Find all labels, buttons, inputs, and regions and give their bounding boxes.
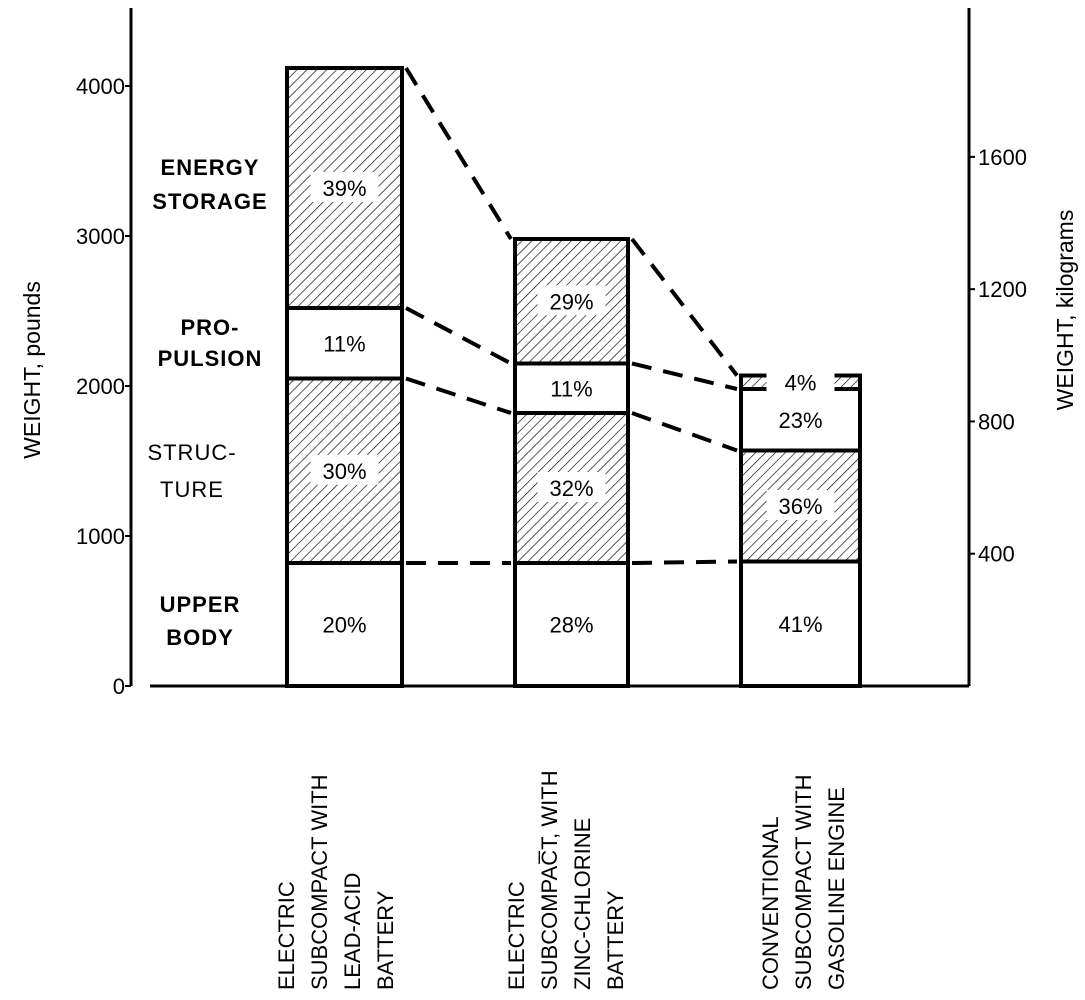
component-label-structure: STRUC- <box>147 440 236 465</box>
connector-line-energy_storage <box>404 66 513 241</box>
category-label: LEAD-ACID <box>340 873 365 990</box>
label-backing <box>537 472 606 502</box>
component-label-propulsion: PRO- <box>181 315 240 340</box>
right-tick-label: 1200 <box>978 277 1027 302</box>
left-tick-label: 4000 <box>76 74 125 99</box>
component-label-upper_body: UPPER <box>160 592 241 617</box>
component-label-propulsion: PULSION <box>158 346 263 371</box>
connector-line-propulsion <box>631 361 738 391</box>
label-backing <box>537 285 606 316</box>
segment-percent-label: 32% <box>549 476 593 501</box>
category-label: ZINC-CHLORINE <box>570 818 595 990</box>
left-tick-label: 3000 <box>76 224 125 249</box>
component-label-structure: TURE <box>160 477 224 502</box>
right-tick-label: 400 <box>978 542 1015 567</box>
segment-percent-label: 29% <box>549 289 593 314</box>
category-label: ELECTRIC <box>274 881 299 990</box>
connector-line-structure <box>405 376 512 415</box>
label-backing <box>766 366 835 397</box>
bar-segment-propulsion <box>739 387 862 453</box>
segment-percent-label: 39% <box>322 176 366 201</box>
right-tick-label: 800 <box>978 409 1015 434</box>
category-label: SUBCOMPACT WITH <box>791 774 816 990</box>
category-label: CONVENTIONAL <box>758 816 783 990</box>
category-label: BATTERY <box>373 890 398 990</box>
segment-percent-label: 11% <box>550 376 592 401</box>
category-label: ELECTRIC <box>504 881 529 990</box>
label-backing <box>766 490 835 520</box>
connector-line-energy_storage <box>630 237 739 377</box>
right-tick-label: 1600 <box>978 145 1027 170</box>
segment-percent-label: 11% <box>323 331 365 356</box>
segment-percent-label: 36% <box>778 494 822 519</box>
bar-segment-upper_body <box>513 561 630 688</box>
segment-percent-label: 30% <box>322 459 366 484</box>
left-tick-label: 2000 <box>76 374 125 399</box>
bar-segment-upper_body <box>739 559 862 688</box>
category-label: GASOLINE ENGINE <box>824 787 849 990</box>
component-label-energy_storage: ENERGY <box>161 155 260 180</box>
segment-percent-label: 28% <box>549 613 593 638</box>
component-label-upper_body: BODY <box>166 625 234 650</box>
segment-percent-label: 23% <box>778 408 822 433</box>
left-tick-label: 1000 <box>76 524 125 549</box>
bar-segment-propulsion <box>285 306 404 381</box>
connector-line-structure <box>631 411 738 453</box>
right-axis-title: WEIGHT, kilograms <box>1052 210 1078 411</box>
segment-percent-label: 20% <box>322 613 366 638</box>
label-backing <box>310 172 379 202</box>
label-backing <box>310 454 379 485</box>
segment-percent-label: 4% <box>785 370 817 395</box>
connector-line-upper_body <box>631 559 738 565</box>
segment-percent-label: 41% <box>778 612 822 637</box>
category-label: SUBCOMPACT WITH <box>307 774 332 990</box>
category-label: BATTERY <box>603 890 628 990</box>
connector-line-propulsion <box>405 306 512 366</box>
component-label-energy_storage: STORAGE <box>152 189 267 214</box>
category-label: SUBCOMPAC̅T, WITH <box>537 770 562 990</box>
left-tick-label: 0 <box>113 674 125 699</box>
left-axis-title: WEIGHT, pounds <box>19 281 45 459</box>
